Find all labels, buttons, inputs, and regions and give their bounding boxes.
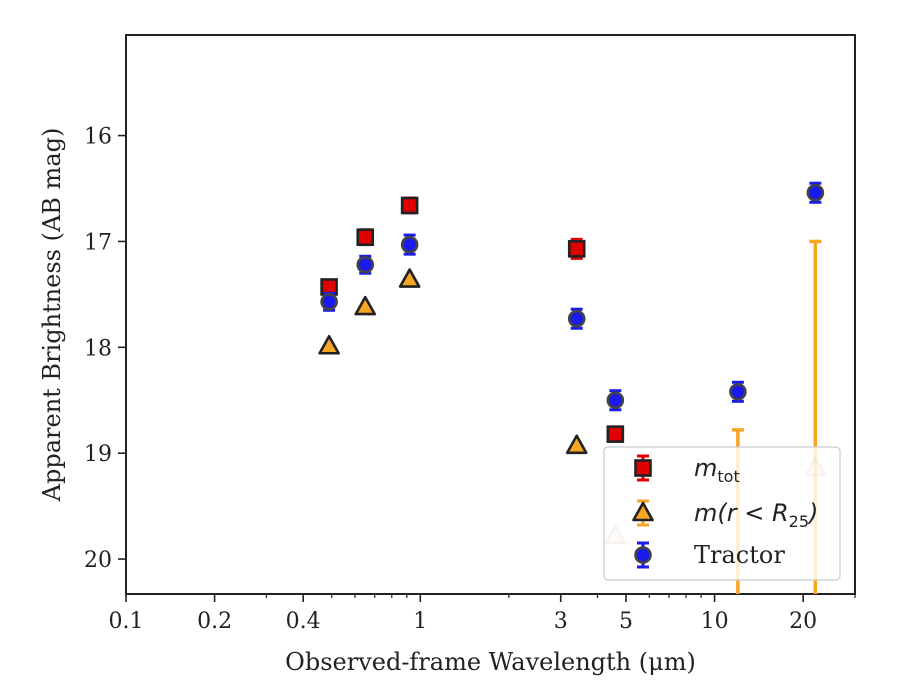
x-tick-label: 0.4 bbox=[286, 609, 321, 634]
data-point-triangle bbox=[565, 434, 588, 455]
data-point-circle bbox=[400, 235, 419, 254]
x-tick-label: 3 bbox=[554, 609, 568, 634]
series-circle bbox=[320, 181, 825, 412]
legend-label: mtot bbox=[694, 454, 740, 486]
data-point-triangle bbox=[398, 268, 421, 288]
data-point-triangle bbox=[318, 334, 340, 355]
data-point-square bbox=[567, 240, 586, 258]
y-tick-label: 20 bbox=[84, 548, 112, 573]
data-point-circle bbox=[356, 255, 375, 274]
data-point-circle bbox=[320, 292, 338, 311]
legend-label: Tractor bbox=[694, 541, 785, 569]
legend-marker-square bbox=[634, 459, 652, 477]
data-point-circle bbox=[606, 391, 625, 410]
y-tick-label: 18 bbox=[84, 336, 112, 361]
x-tick-label: 0.2 bbox=[197, 609, 232, 634]
data-point-triangle bbox=[354, 295, 377, 316]
data-point-square bbox=[606, 425, 625, 443]
legend-entry: Tractor bbox=[634, 541, 785, 569]
x-tick-label: 1 bbox=[413, 609, 427, 634]
x-axis-label: Observed-frame Wavelength (μm) bbox=[285, 648, 696, 676]
data-point-circle bbox=[806, 183, 825, 202]
y-axis-label: Apparent Brightness (AB mag) bbox=[38, 128, 66, 503]
x-tick-label: 10 bbox=[701, 609, 729, 634]
y-tick-label: 16 bbox=[84, 125, 112, 150]
legend: mtot m(r < R25) Tractor bbox=[603, 446, 841, 581]
y-tick-label: 17 bbox=[84, 230, 112, 255]
legend-marker-triangle bbox=[632, 501, 654, 522]
x-tick-label: 5 bbox=[619, 609, 633, 634]
data-point-circle bbox=[729, 382, 747, 401]
legend-entry: mtot bbox=[634, 454, 740, 486]
legend-marker-circle bbox=[634, 546, 652, 564]
legend-label: m(r < R25) bbox=[694, 499, 818, 531]
data-point-square bbox=[400, 196, 419, 215]
data-point-circle bbox=[567, 309, 586, 328]
x-tick-label: 20 bbox=[789, 609, 817, 634]
legend-box bbox=[603, 446, 841, 581]
legend-entry: m(r < R25) bbox=[632, 499, 818, 531]
plot-frame bbox=[125, 34, 856, 595]
axes: 0.1 0.2 0.4 1 3 5 10 20 16 17 18 19 20 bbox=[84, 34, 856, 634]
y-tick-label: 19 bbox=[84, 442, 112, 467]
data-point-square bbox=[356, 228, 375, 247]
x-tick-label: 0.1 bbox=[109, 609, 144, 634]
